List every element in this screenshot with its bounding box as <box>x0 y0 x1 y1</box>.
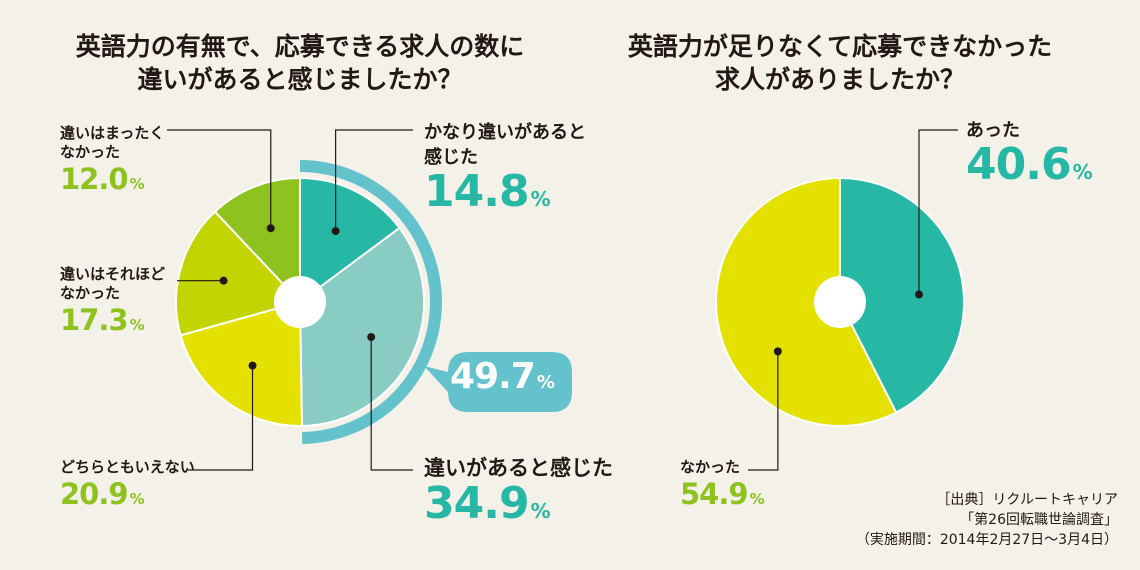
left-value-none: 12.0% <box>60 162 164 196</box>
left-title-line2: 違いがあると感じましたか？ <box>137 65 463 94</box>
data-label: 34.9 <box>424 478 530 529</box>
right-label-no: なかった 54.9% <box>680 458 765 511</box>
left-label-different: 違いがあると感じた 34.9% <box>424 455 613 529</box>
data-label: 40.6 <box>966 139 1072 190</box>
left-label-none-line2: なかった <box>60 143 121 161</box>
percent-sign: % <box>129 490 145 508</box>
pie-slice-right-1 <box>715 176 898 427</box>
percent-sign: % <box>530 187 551 211</box>
source-line2: 「第26回転職世論調査」 <box>960 512 1118 528</box>
leader-dot-left-0 <box>331 227 340 236</box>
group-total-bubble <box>424 352 572 412</box>
leader-line-right-0 <box>918 129 958 295</box>
left-value-not-much: 17.3% <box>60 303 165 337</box>
leader-dot-left-1 <box>367 333 376 342</box>
left-chart-title: 英語力の有無で、応募できる求人の数に 違いがあると感じましたか？ <box>40 30 560 96</box>
source-note: ［出典］リクルートキャリア 「第26回転職世論調査」 （実施期間：2014年2月… <box>856 490 1118 550</box>
left-label-not-much: 違いはそれほど なかった 17.3% <box>60 265 165 337</box>
right-value-yes: 40.6% <box>966 139 1093 190</box>
left-value-neutral: 20.9% <box>60 477 195 511</box>
left-group-total-label: 49.7% <box>450 356 555 397</box>
percent-sign: % <box>1072 160 1093 184</box>
data-label: 14.8 <box>424 166 530 217</box>
group-total-value: 49.7 <box>450 356 536 397</box>
left-label-very-different-line1: かなり違いがあると <box>424 122 586 143</box>
pie-slice-left-3 <box>175 210 302 337</box>
data-label: 20.9 <box>60 477 129 511</box>
right-label-yes: あった 40.6% <box>966 118 1093 190</box>
left-label-neutral: どちらともいえない 20.9% <box>60 458 195 511</box>
leader-dot-right-1 <box>773 347 782 356</box>
left-value-very-different: 14.8% <box>424 166 586 217</box>
leader-line-right-1 <box>748 351 779 471</box>
right-chart-title: 英語力が足りなくて応募できなかった 求人がありましたか？ <box>590 30 1090 96</box>
leader-line-left-4 <box>167 129 272 229</box>
left-label-not-much-line1: 違いはそれほど <box>60 265 166 283</box>
source-line1: ［出典］リクルートキャリア <box>936 492 1118 508</box>
right-title-line1: 英語力が足りなくて応募できなかった <box>627 32 1053 61</box>
leader-line-left-2 <box>188 365 254 471</box>
percent-sign: % <box>129 175 145 193</box>
left-label-neutral-text: どちらともいえない <box>60 458 195 476</box>
data-label: 12.0 <box>60 162 129 196</box>
right-value-no: 54.9% <box>680 477 765 511</box>
left-label-none-line1: 違いはまったく <box>60 124 165 142</box>
leader-dot-right-0 <box>914 290 923 299</box>
percent-sign: % <box>749 490 765 508</box>
pie-slice-left-0 <box>299 176 401 304</box>
pie-slice-left-1 <box>298 226 425 428</box>
source-line3: （実施期間：2014年2月27日～3月4日） <box>855 532 1118 548</box>
data-label: 54.9 <box>680 477 749 511</box>
leader-line-left-1 <box>370 337 413 471</box>
leader-dot-left-2 <box>248 361 257 370</box>
percent-sign: % <box>536 372 555 393</box>
percent-sign: % <box>530 499 551 523</box>
left-value-different: 34.9% <box>424 478 613 529</box>
right-title-line2: 求人がありましたか？ <box>714 65 965 94</box>
leader-dot-left-3 <box>219 276 228 285</box>
left-label-none: 違いはまったく なかった 12.0% <box>60 124 164 196</box>
right-label-yes-text: あった <box>966 120 1020 141</box>
percent-sign: % <box>129 316 145 334</box>
pie-slice-left-2 <box>179 300 303 427</box>
pie-hole-right <box>814 276 866 328</box>
leader-dot-left-4 <box>266 224 275 233</box>
left-title-line1: 英語力の有無で、応募できる求人の数に <box>75 32 525 61</box>
left-label-not-much-line2: なかった <box>60 284 121 302</box>
left-label-very-different-line2: 感じた <box>424 147 478 168</box>
left-label-very-different: かなり違いがあると 感じた 14.8% <box>424 120 586 217</box>
right-label-no-text: なかった <box>680 458 741 476</box>
pie-slice-right-0 <box>839 176 965 414</box>
data-label: 17.3 <box>60 303 129 337</box>
leader-line-left-0 <box>335 129 413 232</box>
left-label-different-text: 違いがあると感じた <box>424 456 613 480</box>
pie-hole-left <box>274 276 326 328</box>
pie-slice-left-4 <box>213 176 301 305</box>
